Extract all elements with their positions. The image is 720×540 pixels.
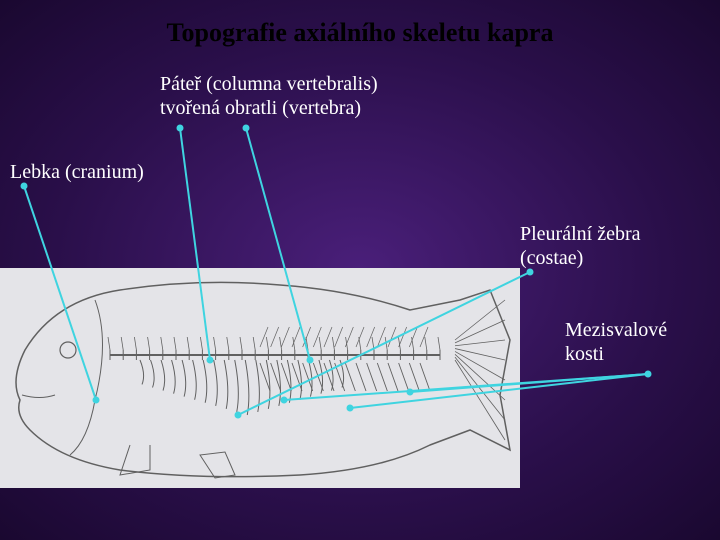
label-spine: Páteř (columna vertebralis)tvořená obrat… <box>160 72 378 120</box>
fish-illustration-bg <box>0 268 520 488</box>
label-skull: Lebka (cranium) <box>10 160 144 184</box>
slide-title: Topografie axiálního skeletu kapra <box>0 18 720 48</box>
label-intermuscular: Mezisvalovékosti <box>565 318 667 366</box>
label-ribs: Pleurální žebra(costae) <box>520 222 641 270</box>
